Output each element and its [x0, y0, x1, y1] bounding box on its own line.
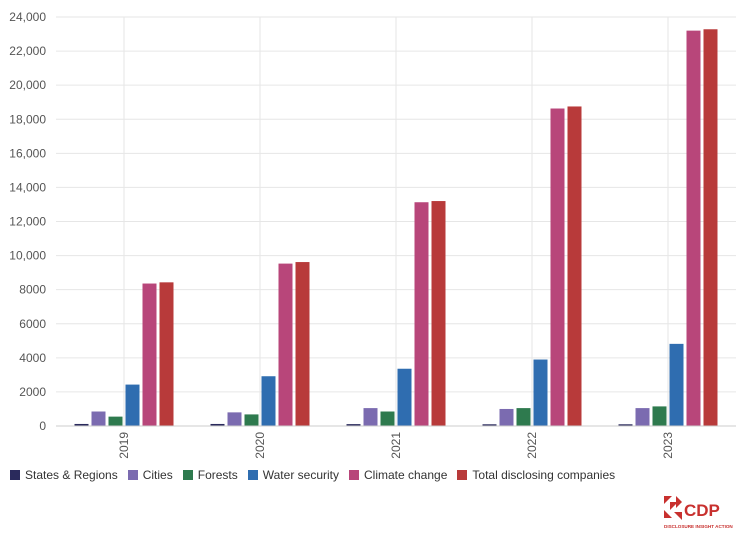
- y-tick-label: 20,000: [9, 78, 46, 92]
- bar: [346, 424, 361, 426]
- y-tick-label: 10,000: [9, 249, 46, 263]
- bar: [261, 376, 276, 426]
- legend-label: Forests: [197, 468, 238, 482]
- x-tick-label: 2020: [253, 432, 267, 459]
- legend-label: Climate change: [364, 468, 448, 482]
- y-tick-label: 2000: [19, 385, 46, 399]
- legend-label: Total disclosing companies: [472, 468, 616, 482]
- x-tick-label: 2022: [525, 432, 539, 459]
- bar: [159, 282, 174, 426]
- y-tick-label: 4000: [19, 351, 46, 365]
- bar: [142, 283, 157, 426]
- y-tick-label: 0: [39, 419, 46, 433]
- bar: [686, 30, 701, 427]
- bar: [244, 414, 259, 426]
- bar: [227, 412, 242, 426]
- y-tick-label: 8000: [19, 283, 46, 297]
- bar: [533, 359, 548, 426]
- legend-swatch: [127, 470, 138, 480]
- bar: [278, 263, 293, 426]
- bar: [295, 262, 310, 426]
- bar: [482, 424, 497, 426]
- legend-item: Climate change: [349, 468, 447, 482]
- cdp-logo-mark-icon: [664, 496, 682, 520]
- legend-swatch: [182, 470, 193, 480]
- y-tick-label: 14,000: [9, 180, 46, 194]
- bar: [210, 423, 225, 426]
- legend-item: Cities: [127, 468, 173, 482]
- legend-label: Water security: [262, 468, 339, 482]
- chart-legend: States & Regions Cities Forests Water secur…: [10, 468, 615, 482]
- x-tick-label: 2021: [389, 432, 403, 459]
- bar: [703, 29, 718, 427]
- bar: [91, 411, 106, 426]
- legend-swatch: [247, 470, 258, 480]
- x-tick-label: 2023: [661, 432, 675, 459]
- legend-item: Forests: [182, 468, 238, 482]
- legend-item: States & Regions: [10, 468, 118, 482]
- y-tick-label: 16,000: [9, 146, 46, 160]
- bar: [414, 202, 429, 426]
- x-tick-label: 2019: [117, 432, 131, 459]
- bar: [108, 416, 123, 426]
- bar: [74, 423, 89, 426]
- bar: [652, 406, 667, 426]
- bar: [669, 343, 684, 426]
- legend-item: Water security: [247, 468, 339, 482]
- bar: [516, 408, 531, 426]
- bar: [125, 384, 140, 426]
- bar: [618, 424, 633, 426]
- bar: [380, 411, 395, 426]
- bar: [635, 408, 650, 426]
- cdp-logo-tagline: DISCLOSURE INSIGHT ACTION: [664, 524, 733, 529]
- legend-item: Total disclosing companies: [457, 468, 615, 482]
- legend-swatch: [349, 470, 359, 480]
- bar: [499, 408, 514, 426]
- y-tick-label: 6000: [19, 317, 46, 331]
- cdp-logo-text: CDP: [684, 501, 720, 520]
- bar: [550, 108, 565, 427]
- bar: [431, 201, 446, 426]
- legend-label: Cities: [142, 468, 173, 482]
- legend-swatch: [457, 470, 468, 480]
- y-tick-label: 22,000: [9, 44, 46, 58]
- bar: [363, 408, 378, 426]
- y-tick-label: 24,000: [9, 10, 46, 24]
- bar: [397, 368, 412, 426]
- y-tick-label: 18,000: [9, 112, 46, 126]
- legend-label: States & Regions: [25, 468, 118, 482]
- bar: [567, 106, 582, 426]
- cdp-logo: CDP DISCLOSURE INSIGHT ACTION: [662, 494, 740, 530]
- y-tick-label: 12,000: [9, 215, 46, 229]
- legend-swatch: [10, 470, 20, 480]
